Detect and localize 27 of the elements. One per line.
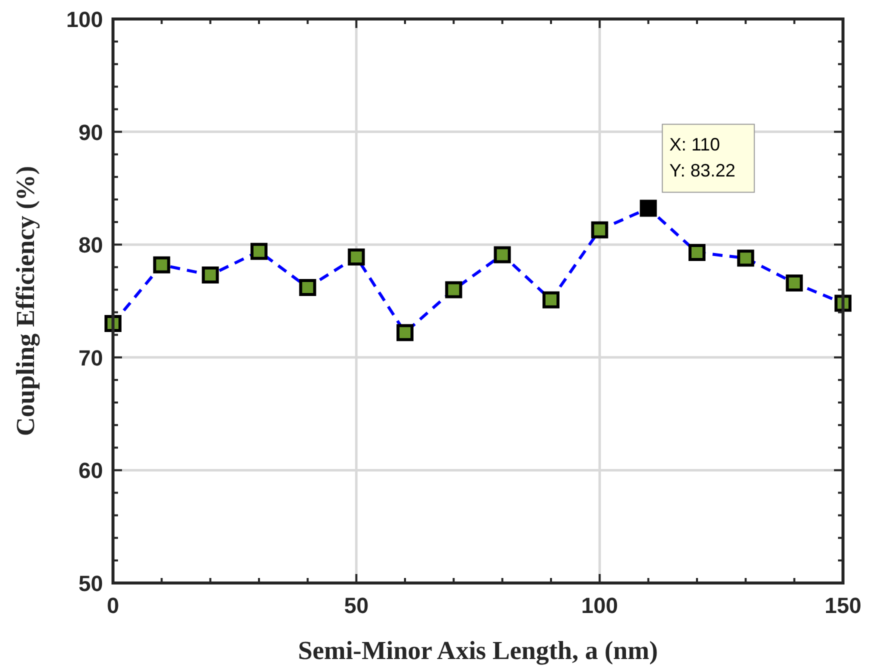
point: [737, 250, 754, 267]
y-axis-title: Coupling Efficiency (%): [11, 166, 40, 436]
point: [153, 256, 170, 274]
point: [542, 291, 560, 308]
point: [250, 242, 268, 260]
y-tick-label: 70: [78, 345, 103, 370]
x-tick-label: 50: [344, 593, 369, 618]
x-tick-label: 0: [106, 593, 120, 618]
point: [688, 244, 706, 261]
point: [396, 324, 414, 342]
point: [348, 248, 365, 266]
point: [202, 266, 219, 284]
point: [299, 278, 316, 296]
x-tick-label: 150: [824, 593, 862, 618]
point: [786, 274, 803, 292]
y-tick-label: 100: [66, 7, 103, 32]
point: [494, 246, 511, 264]
point: [591, 221, 608, 238]
y-tick-label: 60: [78, 458, 103, 484]
y-tick-label: 90: [78, 120, 103, 145]
x-tick-label: 100: [581, 593, 618, 618]
point: [445, 281, 462, 298]
y-tick-label: 50: [78, 571, 103, 596]
y-tick-label: 80: [78, 232, 103, 258]
annotation: X: 110 Y: 83.22: [669, 134, 736, 180]
x-axis-title: Semi-Minor Axis Length, a (nm): [298, 636, 658, 665]
point: [640, 200, 657, 217]
